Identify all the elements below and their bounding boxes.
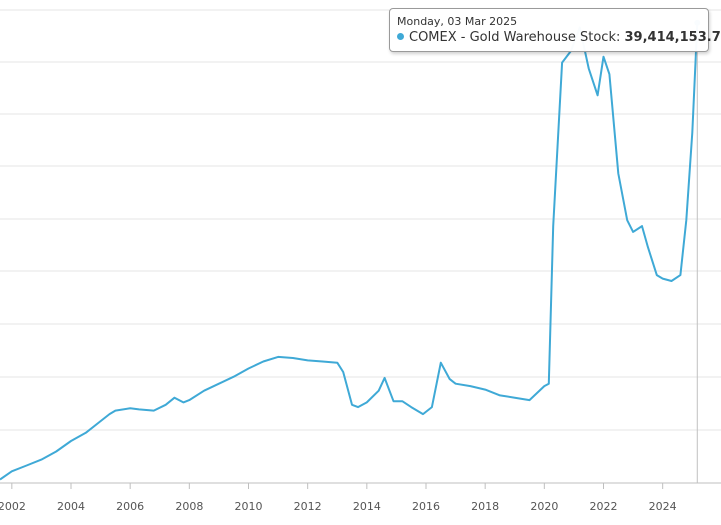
x-tick-label: 2002 — [0, 500, 26, 513]
x-tick-label: 2008 — [175, 500, 203, 513]
x-tick-label: 2018 — [471, 500, 499, 513]
x-tick-label: 2006 — [116, 500, 144, 513]
series-layer — [0, 19, 701, 481]
series-marker-icon — [397, 33, 404, 40]
series-line — [0, 22, 699, 481]
x-tick-label: 2014 — [353, 500, 381, 513]
x-axis-ticks: 2002 2004 2006 2008 2010 2012 2014 2016 2018 2020… — [0, 483, 677, 513]
x-tick-label: 2020 — [530, 500, 558, 513]
x-tick-label: 2016 — [412, 500, 440, 513]
x-tick-label: 2012 — [294, 500, 322, 513]
tooltip-value: 39,414,153.77 — [624, 30, 721, 45]
x-tick-label: 2004 — [57, 500, 85, 513]
tooltip-series-label: COMEX - Gold Warehouse Stock: — [409, 30, 621, 45]
data-tooltip: Monday, 03 Mar 2025 COMEX - Gold Warehou… — [389, 8, 721, 52]
tooltip-date: Monday, 03 Mar 2025 — [397, 15, 518, 28]
y-gridlines — [0, 9, 721, 431]
x-tick-label: 2022 — [590, 500, 618, 513]
tooltip-row: COMEX - Gold Warehouse Stock: 39,414,153… — [397, 30, 721, 45]
x-tick-label: 2024 — [649, 500, 677, 513]
x-tick-label: 2010 — [235, 500, 263, 513]
